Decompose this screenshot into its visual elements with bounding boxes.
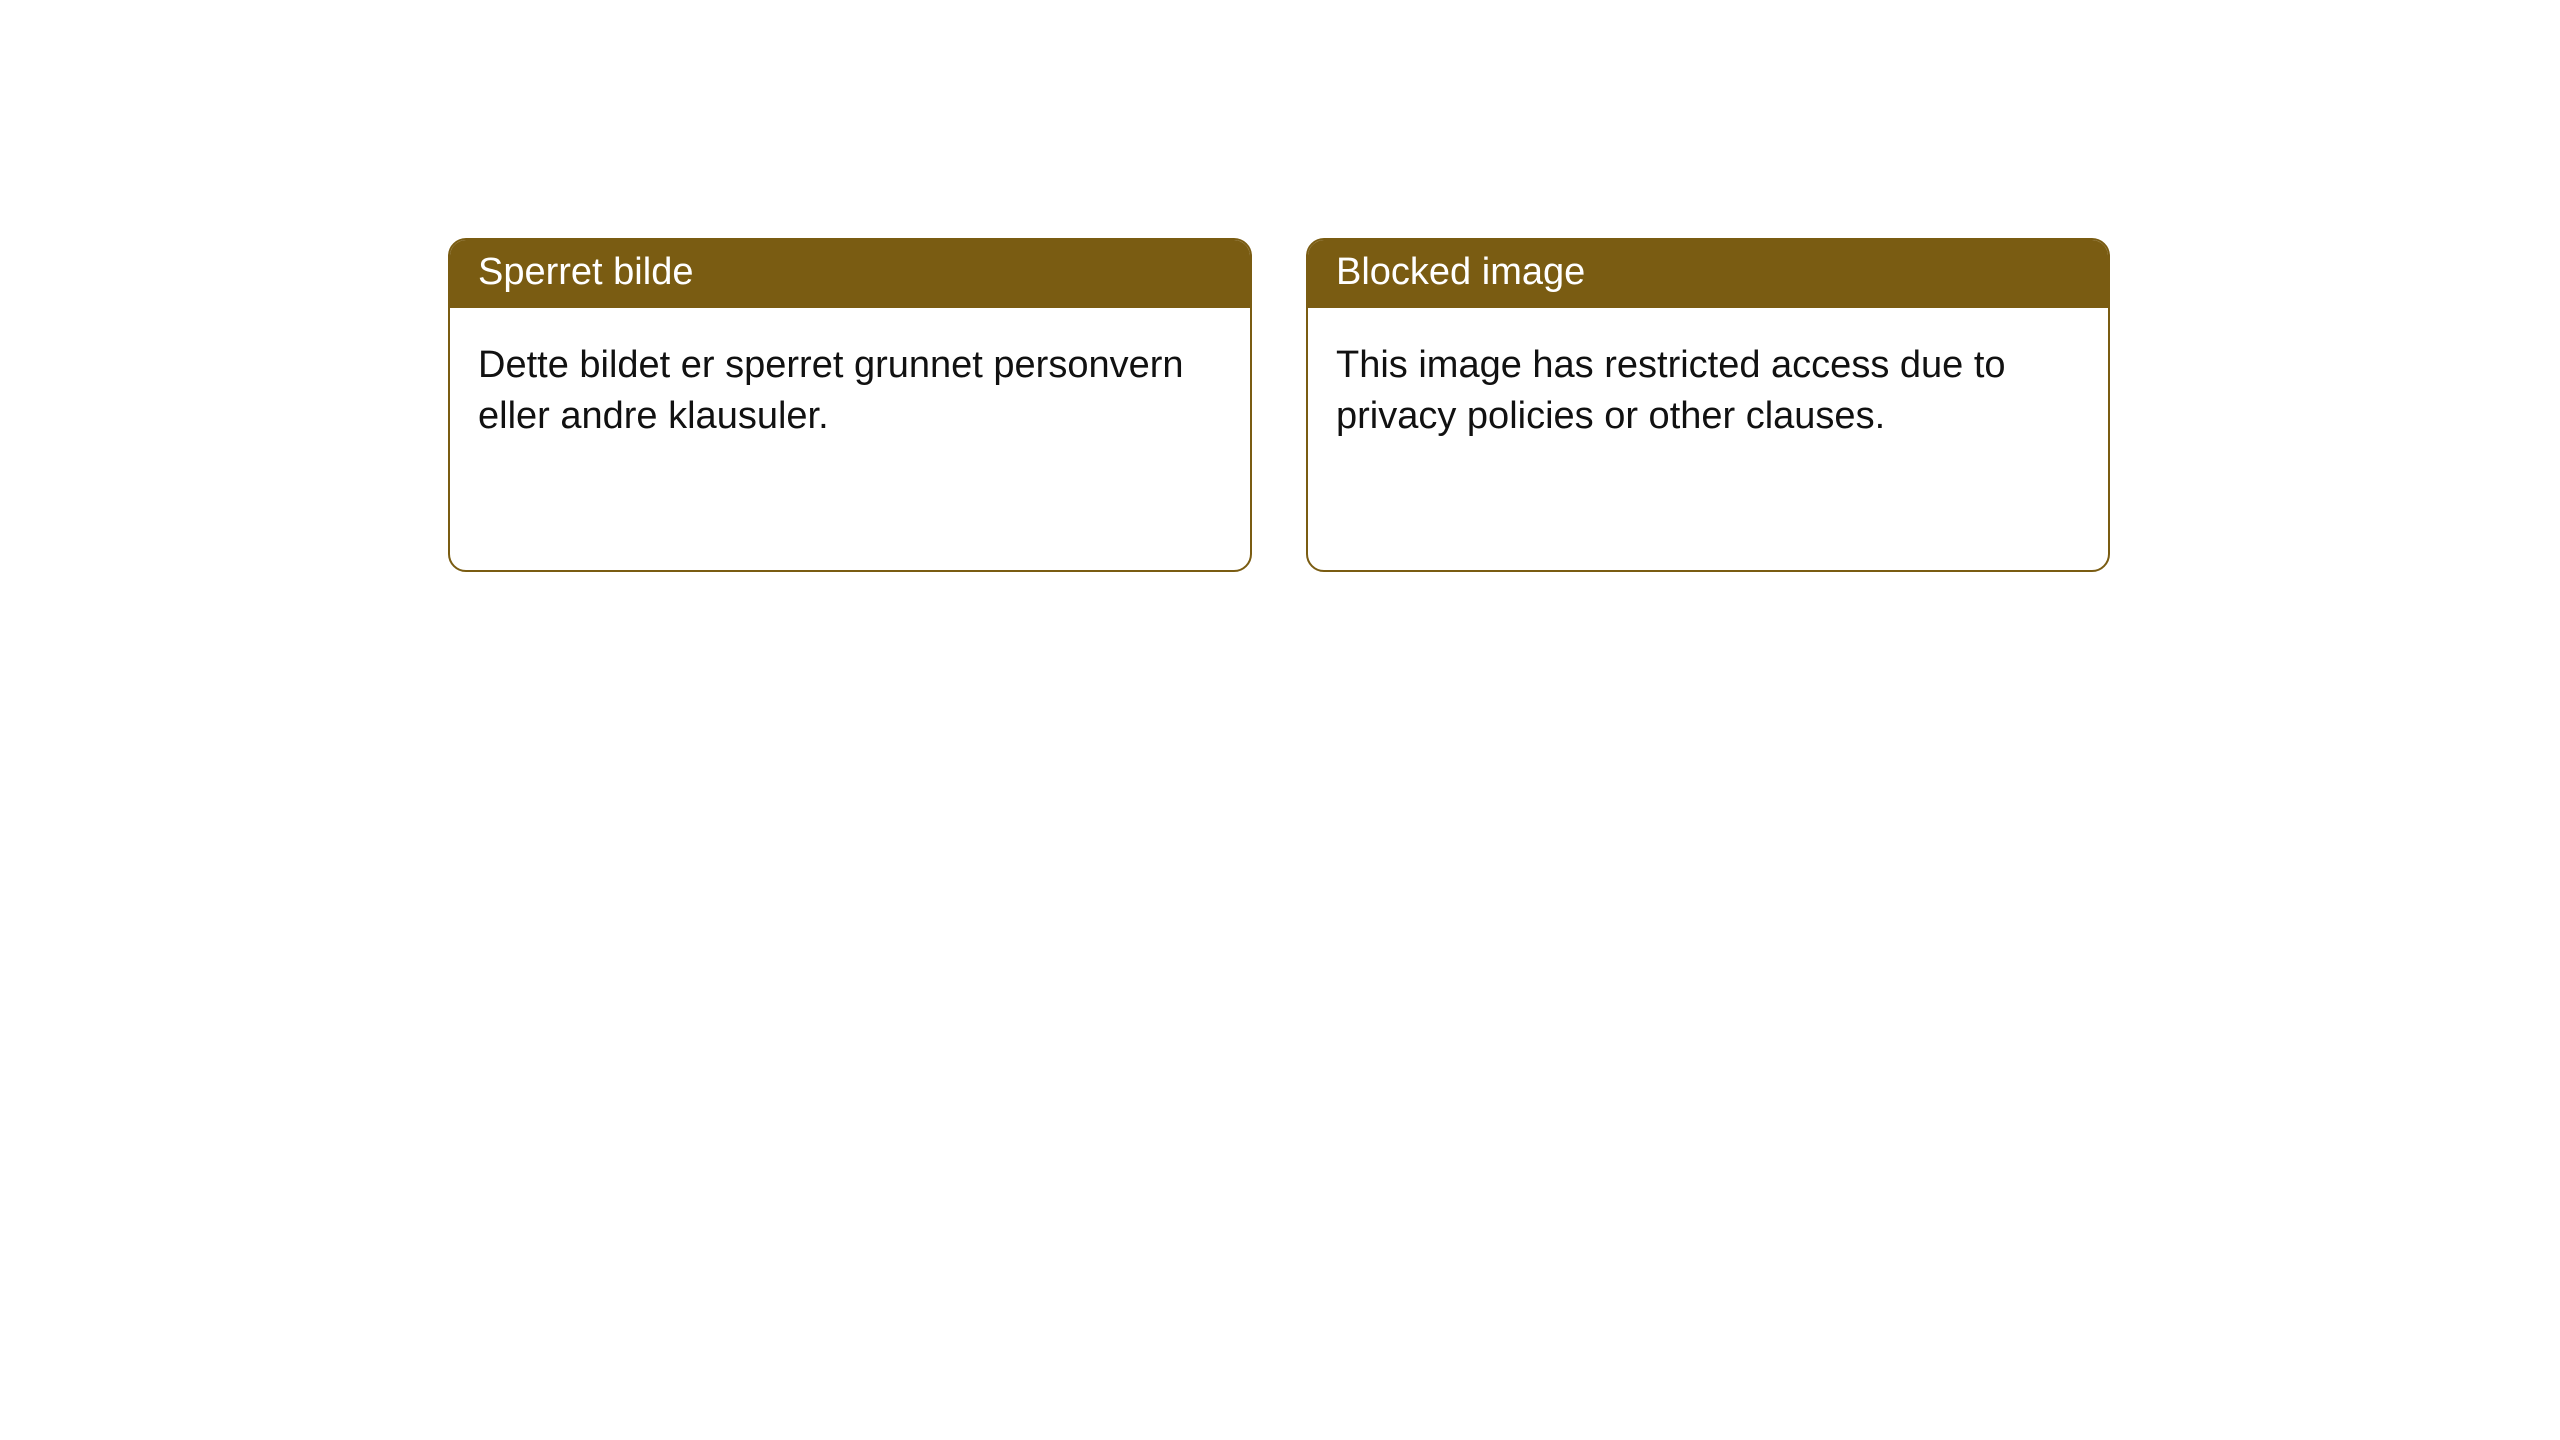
notice-container: Sperret bilde Dette bildet er sperret gr… bbox=[0, 0, 2560, 572]
blocked-image-card-no: Sperret bilde Dette bildet er sperret gr… bbox=[448, 238, 1252, 572]
card-body-no: Dette bildet er sperret grunnet personve… bbox=[450, 308, 1250, 471]
card-title-no: Sperret bilde bbox=[450, 240, 1250, 308]
blocked-image-card-en: Blocked image This image has restricted … bbox=[1306, 238, 2110, 572]
card-title-en: Blocked image bbox=[1308, 240, 2108, 308]
card-body-en: This image has restricted access due to … bbox=[1308, 308, 2108, 471]
